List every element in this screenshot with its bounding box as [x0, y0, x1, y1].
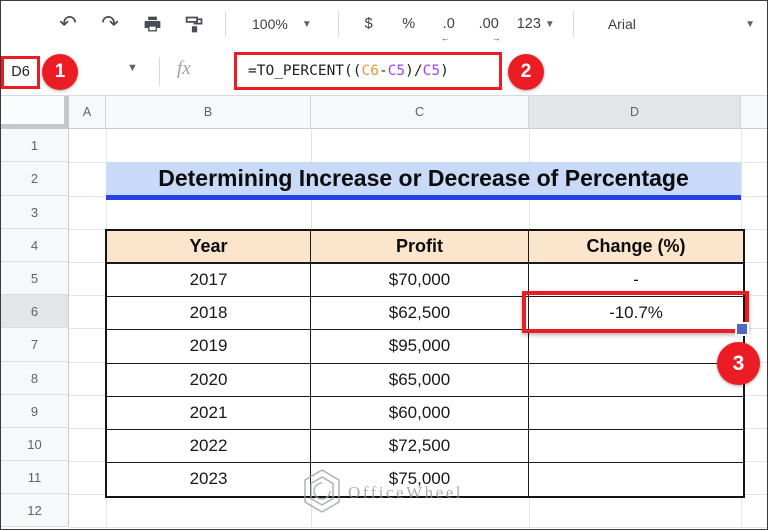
- step-badge-3: 3: [717, 342, 760, 385]
- table-cell[interactable]: [529, 430, 743, 464]
- step-badge-1: 1: [42, 54, 78, 90]
- column-header-d[interactable]: D: [529, 96, 741, 130]
- table-row: 2023 $75,000: [107, 463, 743, 497]
- column-header-row: A B C D: [1, 96, 767, 130]
- chevron-down-icon: ▼: [544, 18, 555, 30]
- formula-segment: C5: [387, 63, 406, 79]
- table-cell[interactable]: 2021: [107, 396, 311, 430]
- table-row: 2018 $62,500 -10.7%: [107, 297, 743, 331]
- table-cell[interactable]: 2017: [107, 263, 311, 298]
- redo-button[interactable]: ↷: [89, 1, 131, 47]
- toolbar-divider: [225, 11, 226, 37]
- toolbar-divider: [337, 11, 339, 37]
- table-cell[interactable]: [529, 463, 743, 496]
- row-header-2[interactable]: 2: [1, 162, 69, 196]
- gridline: [69, 527, 767, 529]
- row-header-6[interactable]: 6: [1, 295, 69, 329]
- row-header-column: 1 2 3 4 5 6 7 8 9 10 11 12: [1, 129, 69, 528]
- table-cell[interactable]: 2018: [107, 297, 311, 331]
- percent-format-button[interactable]: %: [402, 16, 416, 32]
- toolbar-divider: [572, 11, 574, 37]
- paint-format-icon: [184, 12, 205, 35]
- table-row: 2017 $70,000 -: [107, 263, 743, 298]
- decrease-decimal-button[interactable]: .0 ←: [440, 16, 455, 43]
- selected-cell-highlight: [522, 291, 749, 333]
- table-header-row: Year Profit Change (%): [107, 230, 743, 264]
- increase-decimal-button[interactable]: .00 →: [478, 16, 501, 43]
- table-cell[interactable]: $65,000: [311, 363, 529, 397]
- table-cell[interactable]: [529, 364, 743, 397]
- table-cell[interactable]: [529, 330, 743, 364]
- arrow-right-icon: →: [491, 33, 501, 43]
- table-cell[interactable]: $60,000: [311, 396, 529, 430]
- data-table: Year Profit Change (%) 2017 $70,000 - 20…: [105, 228, 745, 499]
- name-box[interactable]: D6: [1, 56, 40, 89]
- table-header-profit[interactable]: Profit: [311, 230, 529, 264]
- table-header-change[interactable]: Change (%): [529, 230, 743, 264]
- undo-button[interactable]: ↶: [47, 1, 89, 47]
- row-header-10[interactable]: 10: [1, 427, 69, 462]
- table-row: 2021 $60,000: [107, 396, 743, 430]
- formula-segment: C5: [422, 63, 441, 79]
- row-header-9[interactable]: 9: [1, 394, 69, 428]
- undo-icon: ↶: [59, 12, 77, 35]
- table-cell[interactable]: $70,000: [311, 263, 529, 298]
- redo-icon: ↷: [101, 12, 119, 35]
- table-cell[interactable]: 2022: [107, 429, 311, 464]
- fx-icon: fx: [177, 58, 191, 79]
- zoom-select[interactable]: 100% ▼: [236, 16, 328, 32]
- chevron-down-icon: ▼: [301, 18, 312, 30]
- formula-segment: )/: [405, 63, 423, 79]
- currency-format-button[interactable]: $: [364, 16, 373, 32]
- table-row: 2020 $65,000: [107, 363, 743, 397]
- table-cell[interactable]: 2023: [107, 463, 311, 497]
- formula-input[interactable]: =TO_PERCENT((C6- C5)/C5): [234, 52, 502, 90]
- table-cell[interactable]: $62,500: [311, 297, 529, 331]
- table-cell[interactable]: $95,000: [311, 330, 529, 364]
- chevron-down-icon: ▼: [745, 18, 755, 30]
- row-header-5[interactable]: 5: [1, 261, 69, 296]
- row-header-12[interactable]: 12: [1, 494, 69, 528]
- table-cell[interactable]: $75,000: [311, 463, 529, 497]
- zoom-value: 100%: [252, 16, 288, 32]
- row-header-11[interactable]: 11: [1, 461, 69, 495]
- row-header-8[interactable]: 8: [1, 361, 69, 395]
- formula-bar-divider: [159, 57, 160, 86]
- column-header-a[interactable]: A: [69, 96, 106, 130]
- arrow-left-icon: ←: [440, 33, 450, 43]
- formula-bar: D6 1 ▼ fx =TO_PERCENT((C6- C5)/C5) 2: [1, 47, 767, 96]
- font-value: Arial: [607, 16, 636, 32]
- table-cell[interactable]: 2020: [107, 363, 311, 397]
- row-header-1[interactable]: 1: [1, 129, 69, 163]
- row-header-3[interactable]: 3: [1, 195, 69, 229]
- row-header-4[interactable]: 4: [1, 228, 69, 262]
- row-header-7[interactable]: 7: [1, 328, 69, 362]
- fill-handle[interactable]: [735, 322, 749, 336]
- name-box-dropdown-icon[interactable]: ▼: [127, 62, 138, 74]
- print-button[interactable]: [131, 1, 173, 47]
- column-header-b[interactable]: B: [106, 96, 311, 130]
- formula-segment: ): [440, 63, 449, 79]
- table-cell[interactable]: 2019: [107, 330, 311, 364]
- font-select[interactable]: Arial ▼: [584, 16, 767, 32]
- sheet-title-cell[interactable]: Determining Increase or Decrease of Perc…: [106, 162, 741, 201]
- table-cell[interactable]: $72,500: [311, 429, 529, 464]
- toolbar: ↶ ↷ 100% ▼ $ % .0 ← .00 →: [1, 1, 767, 47]
- step-badge-2: 2: [508, 54, 544, 90]
- paint-format-button[interactable]: [173, 1, 215, 47]
- table-cell[interactable]: -: [529, 264, 743, 298]
- formula-segment: =TO_PERCENT((: [248, 63, 362, 79]
- print-icon: [142, 12, 163, 35]
- more-formats-button[interactable]: 123 ▼: [516, 16, 555, 32]
- select-all-corner[interactable]: [1, 96, 69, 130]
- table-header-year[interactable]: Year: [107, 230, 311, 264]
- formula-segment: -: [378, 63, 388, 79]
- column-header-e[interactable]: [741, 96, 767, 130]
- column-header-c[interactable]: C: [311, 96, 529, 130]
- table-row: 2019 $95,000: [107, 330, 743, 364]
- formula-segment: C6: [361, 63, 379, 79]
- table-row: 2022 $72,500: [107, 429, 743, 464]
- table-cell[interactable]: [529, 397, 743, 430]
